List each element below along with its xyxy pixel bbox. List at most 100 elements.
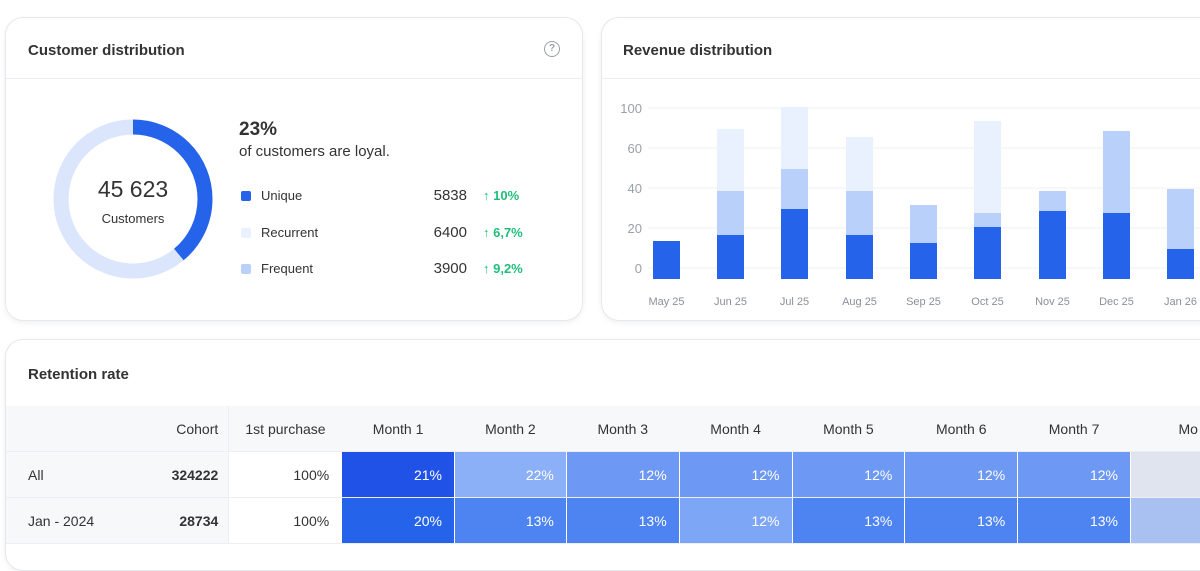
donut-segment-unique [53, 119, 213, 279]
segment-row-unique: Unique 5838 ↑ 10% [239, 186, 559, 206]
question-circle-icon[interactable]: ? [544, 41, 560, 57]
retention-cell[interactable]: 13% [791, 497, 906, 544]
customer-total: 45 623 [97, 176, 169, 202]
bar-segment[interactable] [1039, 191, 1066, 211]
retention-cell[interactable] [1129, 497, 1200, 544]
header-month-4[interactable]: Month 4 [679, 406, 792, 452]
retention-cell[interactable]: 12% [678, 497, 793, 544]
card-divider [6, 78, 582, 79]
bar-segment[interactable] [974, 213, 1001, 227]
segment-trend: ↑ 6,7% [483, 225, 523, 240]
segment-row-frequent: Frequent 3900 ↑ 9,2% [239, 259, 559, 279]
retention-cell[interactable]: 20% [341, 497, 456, 544]
retention-cell[interactable]: 13% [565, 497, 680, 544]
retention-cell[interactable]: 12% [565, 451, 680, 498]
table-row: Jan - 2024 28734 100% 20% 13% 13% 12% 13% 13% 13% [6, 497, 1200, 544]
bar-segment[interactable] [1103, 213, 1130, 279]
retention-rate-card: Retention rate Cohort 1st purchase Month… [5, 339, 1200, 571]
customer-card-title: Customer distribution [28, 42, 185, 59]
x-tick-label: Aug 25 [842, 296, 877, 308]
first-purchase-value: 100% [228, 497, 342, 544]
x-tick-label: Jun 25 [714, 296, 747, 308]
cohort-size: 324222 [130, 451, 230, 498]
header-month-5[interactable]: Month 5 [792, 406, 905, 452]
cohort-size: 28734 [130, 497, 230, 544]
bar-segment[interactable] [717, 235, 744, 279]
bar-segment[interactable] [781, 209, 808, 279]
header-month-8[interactable]: Mo [1130, 406, 1200, 452]
legend-swatch-frequent [241, 264, 251, 274]
segment-count: 3900 [433, 260, 467, 277]
segment-label: Unique [261, 188, 303, 203]
header-first-purchase[interactable]: 1st purchase [228, 406, 342, 452]
segment-row-recurrent: Recurrent 6400 ↑ 6,7% [239, 223, 559, 243]
bar-segment[interactable] [910, 205, 937, 243]
bar-segment[interactable] [781, 169, 808, 209]
header-cohort[interactable]: Cohort [130, 406, 230, 452]
bar-segment[interactable] [717, 191, 744, 235]
revenue-card-title: Revenue distribution [623, 42, 773, 59]
header-month-6[interactable]: Month 6 [904, 406, 1018, 452]
bar-segment[interactable] [781, 107, 808, 169]
retention-cell[interactable]: 13% [454, 497, 567, 544]
x-tick-label: Sep 25 [906, 296, 941, 308]
cohort-name: Jan - 2024 [6, 497, 131, 544]
header-name [6, 406, 131, 452]
bar-segment[interactable] [846, 137, 873, 191]
retention-cell[interactable] [1129, 451, 1200, 498]
card-divider [602, 78, 1200, 79]
revenue-distribution-card: 100 60 40 20 0 May 25 Jun 25 Jul 25 Aug 25 Sep 25… [601, 17, 1200, 321]
segment-label: Frequent [261, 261, 314, 276]
retention-cell[interactable]: 22% [454, 451, 567, 498]
y-tick-label: 100 [620, 101, 642, 116]
retention-cell[interactable]: 12% [904, 451, 1019, 498]
x-tick-label: Jul 25 [780, 296, 809, 308]
segment-count: 6400 [433, 224, 467, 241]
segment-label: Recurrent [261, 225, 319, 240]
retention-cell[interactable]: 13% [904, 497, 1019, 544]
bar-segment[interactable] [910, 243, 937, 279]
bar-segment[interactable] [1039, 211, 1066, 279]
header-month-1[interactable]: Month 1 [341, 406, 455, 452]
bar-segment[interactable] [846, 235, 873, 279]
bar-segment[interactable] [1167, 249, 1194, 279]
retention-card-title: Retention rate [28, 366, 129, 383]
x-tick-label: Nov 25 [1035, 296, 1070, 308]
retention-cell[interactable]: 12% [678, 451, 793, 498]
bar-segment[interactable] [974, 227, 1001, 279]
x-tick-label: May 25 [648, 296, 684, 308]
segment-count: 5838 [433, 187, 467, 204]
customer-total-label: Customers [101, 211, 165, 226]
header-month-2[interactable]: Month 2 [454, 406, 567, 452]
bar-segment[interactable] [974, 121, 1001, 213]
bar-segment[interactable] [1167, 189, 1194, 249]
retention-table: Cohort 1st purchase Month 1 Month 2 Mont… [6, 406, 1200, 544]
y-tick-label: 20 [628, 221, 642, 236]
y-tick-label: 60 [628, 141, 642, 156]
loyal-caption: of customers are loyal. [239, 143, 390, 160]
table-row: All 324222 100% 21% 22% 12% 12% 12% 12% 12% [6, 451, 1200, 498]
retention-cell[interactable]: 13% [1017, 497, 1131, 544]
bar-segment[interactable] [717, 129, 744, 191]
loyal-percentage: 23% [239, 119, 278, 140]
segment-trend: ↑ 10% [483, 188, 520, 203]
retention-header-row: Cohort 1st purchase Month 1 Month 2 Mont… [6, 406, 1200, 452]
cohort-name: All [6, 451, 131, 498]
header-month-3[interactable]: Month 3 [566, 406, 680, 452]
retention-cell[interactable]: 12% [791, 451, 906, 498]
retention-cell[interactable]: 12% [1017, 451, 1131, 498]
y-tick-label: 0 [635, 261, 642, 276]
bar-segment[interactable] [653, 241, 680, 279]
customer-donut-chart [53, 119, 213, 279]
retention-cell[interactable]: 21% [341, 451, 456, 498]
header-month-7[interactable]: Month 7 [1017, 406, 1131, 452]
bar-segment[interactable] [846, 191, 873, 235]
bar-segment[interactable] [1103, 131, 1130, 213]
segment-trend: ↑ 9,2% [483, 261, 523, 276]
legend-swatch-recurrent [241, 228, 251, 238]
y-tick-label: 40 [628, 181, 642, 196]
legend-swatch-unique [241, 191, 251, 201]
customer-distribution-card: Customer distribution ? 45 623 Customers… [5, 17, 583, 321]
x-tick-label: Dec 25 [1099, 296, 1134, 308]
revenue-bar-chart: 100 60 40 20 0 May 25 Jun 25 Jul 25 Aug 25 Sep 25… [620, 101, 1200, 308]
